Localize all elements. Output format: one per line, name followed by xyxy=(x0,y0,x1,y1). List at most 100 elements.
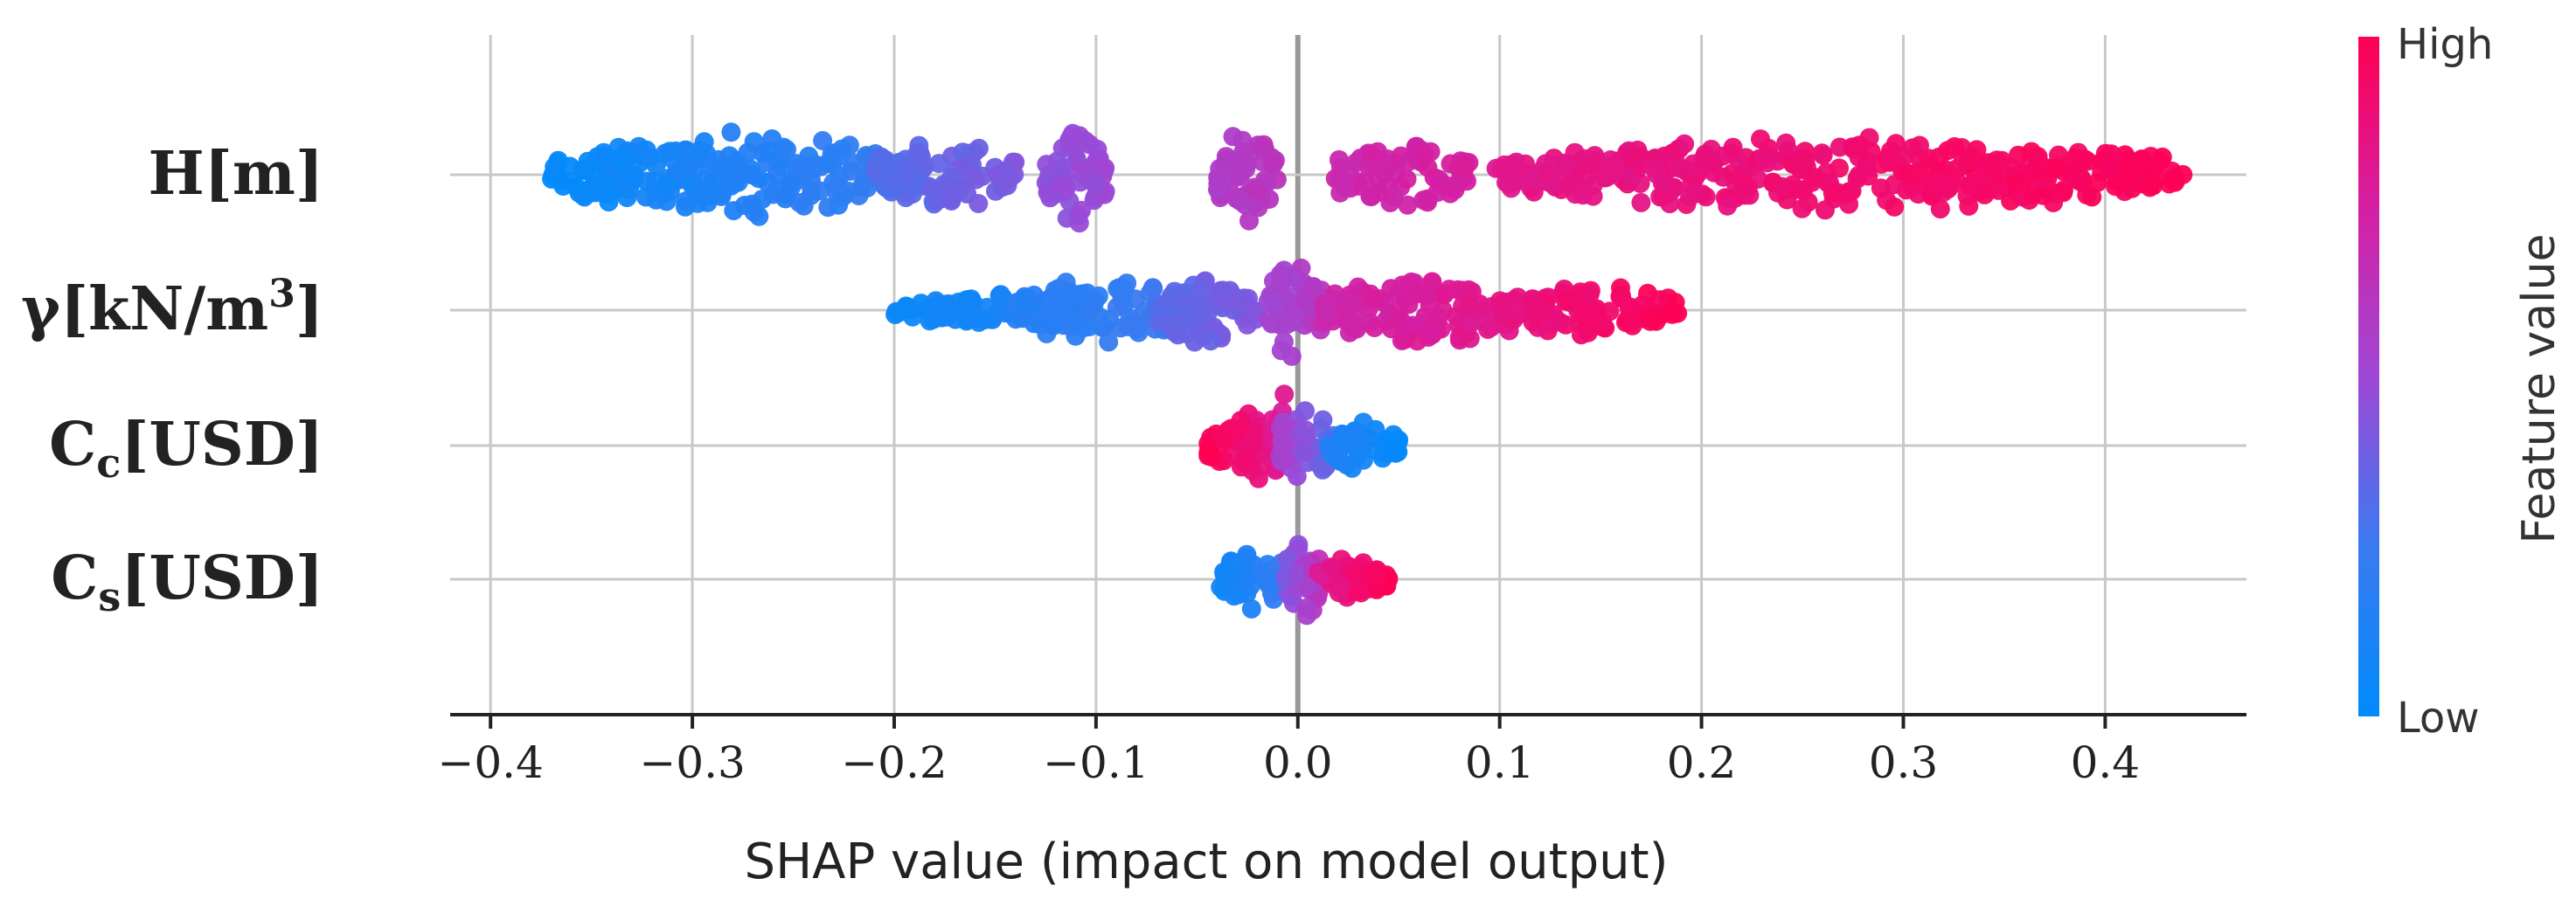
feature-label-name: C xyxy=(51,543,98,613)
shap-point xyxy=(1649,290,1670,310)
shap-point xyxy=(1212,290,1232,310)
shap-point xyxy=(594,142,614,163)
colorbar-high-label: High xyxy=(2397,20,2493,69)
colorbar-low-label: Low xyxy=(2397,694,2480,743)
shap-point xyxy=(1339,160,1359,180)
shap-point xyxy=(1260,190,1280,209)
shap-point xyxy=(1397,169,1417,189)
shap-point xyxy=(1622,315,1642,335)
feature-label-unit: [USD] xyxy=(121,410,323,480)
feature-label-sub: s xyxy=(98,573,121,620)
shap-point xyxy=(703,172,723,192)
shap-point xyxy=(1823,183,1843,203)
shap-point xyxy=(1274,384,1295,405)
shap-point xyxy=(1061,127,1081,147)
shap-point xyxy=(1959,196,1979,216)
shap-point xyxy=(1297,577,1317,597)
feature-points xyxy=(542,122,2193,233)
feature-label-close: ] xyxy=(295,274,323,344)
shap-point xyxy=(1271,341,1291,361)
shap-point xyxy=(1665,293,1685,313)
shap-point xyxy=(1631,192,1651,212)
feature-label-unit: [m] xyxy=(205,139,323,209)
shap-point xyxy=(1188,281,1208,301)
shap-point xyxy=(1073,318,1094,338)
shap-point xyxy=(775,189,795,209)
shap-point xyxy=(1072,284,1092,304)
shap-point xyxy=(1417,190,1437,210)
shap-point xyxy=(1574,149,1594,169)
shap-point xyxy=(1241,598,1261,619)
shap-point xyxy=(2066,166,2086,186)
feature-label-name: γ xyxy=(21,274,61,344)
shap-point xyxy=(1349,306,1369,326)
shap-point xyxy=(1242,429,1262,449)
shap-point xyxy=(1696,153,1716,173)
shap-point xyxy=(1265,294,1284,314)
shap-point xyxy=(1212,429,1232,449)
shap-point xyxy=(1812,143,1832,163)
shap-point xyxy=(694,132,714,152)
x-tick-label: −0.3 xyxy=(639,737,745,788)
shap-point xyxy=(1392,275,1413,295)
shap-point xyxy=(1723,137,1743,157)
shap-point xyxy=(941,190,961,210)
shap-point xyxy=(1459,294,1479,315)
shap-point xyxy=(1216,154,1236,174)
feature-label-sub: c xyxy=(96,439,121,487)
shap-point xyxy=(1754,149,1774,169)
x-axis: −0.4 −0.3 −0.2 −0.1 0.0 0.1 0.2 0.3 0.4 xyxy=(437,713,2246,788)
shap-point xyxy=(1978,153,1998,173)
feature-label-name: C xyxy=(49,410,96,480)
shap-point xyxy=(1261,148,1281,168)
shap-point xyxy=(1258,574,1278,594)
shap-point xyxy=(667,163,687,183)
shap-point xyxy=(1237,548,1257,568)
shap-point xyxy=(996,161,1016,181)
shap-point xyxy=(1037,155,1057,175)
shap-point xyxy=(1072,200,1092,220)
feature-label-unit: [USD] xyxy=(121,543,323,613)
shap-point xyxy=(1675,134,1695,154)
shap-point xyxy=(1235,195,1255,215)
shap-point xyxy=(721,122,741,142)
shap-point xyxy=(1555,156,1575,176)
shap-point xyxy=(1664,178,1684,198)
shap-point xyxy=(1297,598,1317,618)
shap-point xyxy=(1647,164,1667,184)
shap-point xyxy=(1772,176,1792,197)
shap-point xyxy=(1886,134,1906,154)
shap-point xyxy=(1323,289,1344,309)
shap-point xyxy=(1070,172,1090,192)
shap-point xyxy=(708,149,728,169)
x-tick-label: −0.4 xyxy=(437,737,543,788)
shap-point xyxy=(1095,158,1115,178)
shap-point xyxy=(1600,150,1621,169)
shap-point xyxy=(1448,172,1469,192)
shap-point xyxy=(1934,182,1954,202)
shap-point xyxy=(1239,211,1259,231)
shap-point xyxy=(955,157,976,177)
shap-point xyxy=(777,140,796,160)
shap-point xyxy=(1107,297,1127,317)
feature-label: γ[kN/m3] xyxy=(21,272,323,344)
x-tick-label: 0.4 xyxy=(2071,737,2141,788)
shap-point xyxy=(2025,160,2045,180)
shap-point xyxy=(1885,197,1905,217)
shap-point xyxy=(865,160,885,180)
shap-point xyxy=(1370,289,1390,308)
shap-point xyxy=(1792,151,1812,171)
shap-point xyxy=(1612,288,1632,308)
shap-point xyxy=(762,129,782,149)
shap-point xyxy=(2033,185,2053,205)
shap-point xyxy=(969,138,989,158)
shap-point xyxy=(1321,557,1341,578)
shap-point xyxy=(1368,183,1388,202)
feature-points xyxy=(885,258,1688,366)
shap-point xyxy=(1277,549,1297,569)
shap-point xyxy=(1418,157,1438,177)
shap-point xyxy=(1407,331,1427,351)
shap-point xyxy=(966,169,986,190)
shap-point xyxy=(1237,315,1257,335)
shap-point xyxy=(1989,180,2009,200)
